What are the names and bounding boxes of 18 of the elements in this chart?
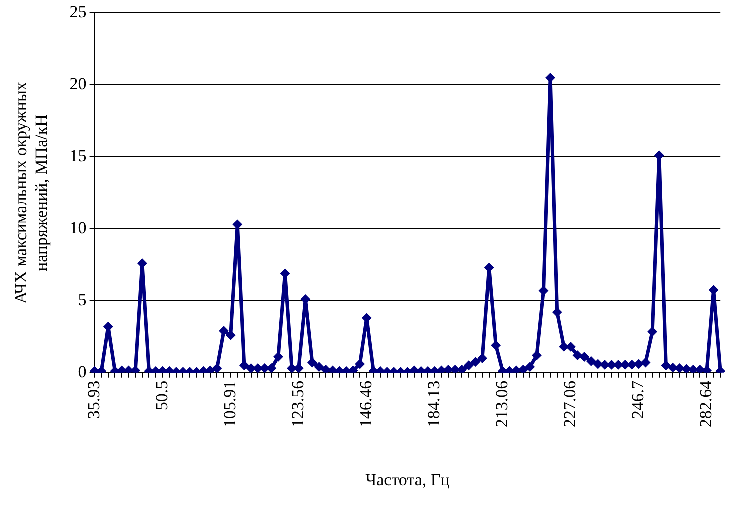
x-tick-label: 146.46 bbox=[356, 380, 376, 428]
y-tick-label: 25 bbox=[70, 2, 87, 22]
x-tick-label: 35.93 bbox=[84, 380, 104, 420]
y-tick-label: 0 bbox=[78, 362, 87, 382]
x-tick-label: 184.13 bbox=[424, 380, 444, 428]
x-tick-label: 213.06 bbox=[492, 380, 512, 428]
y-tick-label: 10 bbox=[70, 218, 87, 238]
y-axis-title: АЧХ максимальных окружных напряжений, МПа/кН bbox=[12, 82, 52, 304]
x-tick-label: 123.56 bbox=[288, 380, 308, 428]
y-tick-label: 15 bbox=[70, 146, 87, 166]
x-tick-label: 50.5 bbox=[152, 380, 172, 411]
x-tick-label: 246.7 bbox=[628, 380, 648, 420]
x-tick-label: 105.91 bbox=[220, 380, 240, 428]
x-tick-label: 227.06 bbox=[560, 380, 580, 428]
x-axis-title: Частота, Гц bbox=[366, 470, 450, 490]
y-tick-label: 20 bbox=[70, 74, 87, 94]
y-tick-label: 5 bbox=[78, 290, 87, 310]
x-tick-label: 282.64 bbox=[696, 380, 716, 428]
